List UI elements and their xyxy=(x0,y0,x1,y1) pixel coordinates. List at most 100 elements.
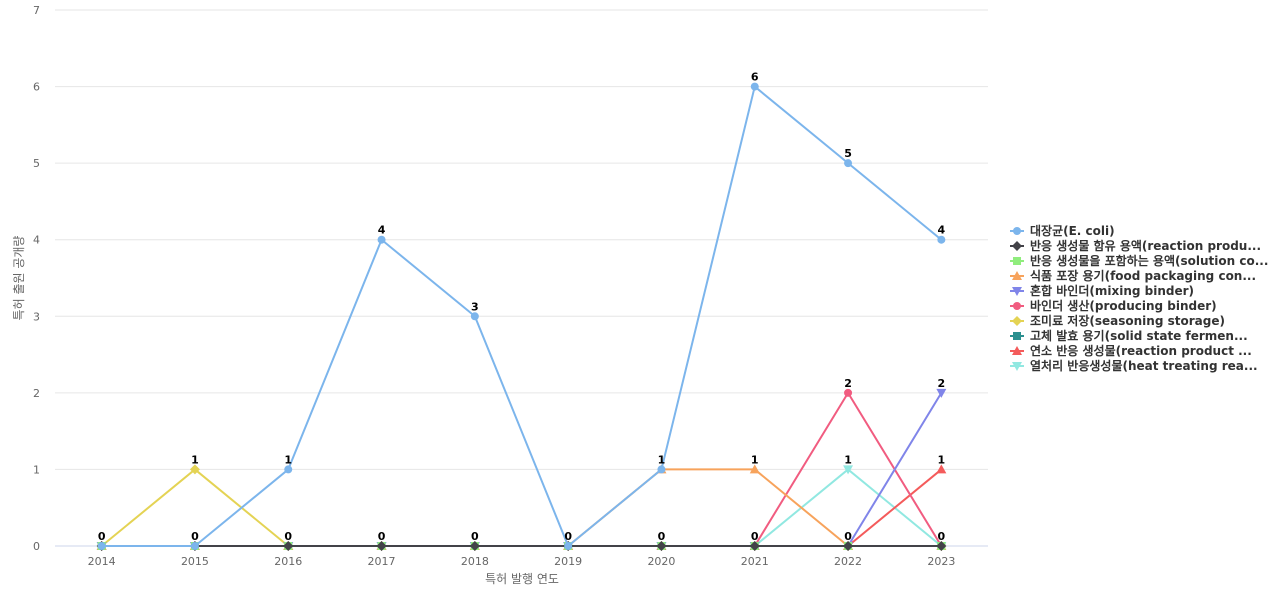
data-point xyxy=(844,159,853,168)
data-point xyxy=(470,312,479,321)
legend-label: 식품 포장 용기(food packaging con... xyxy=(1030,268,1256,283)
data-label: 1 xyxy=(844,453,852,466)
legend-item[interactable]: 대장균(E. coli) xyxy=(1010,224,1115,238)
legend-label: 대장균(E. coli) xyxy=(1030,224,1115,238)
legend-marker xyxy=(1012,362,1022,371)
x-tick-label: 2017 xyxy=(368,555,396,568)
data-label: 1 xyxy=(191,453,199,466)
data-label: 0 xyxy=(658,530,666,543)
legend-label: 연소 반응 생성물(reaction product ... xyxy=(1030,343,1252,358)
x-tick-label: 2023 xyxy=(927,555,955,568)
data-label: 6 xyxy=(751,71,759,84)
legend-item[interactable]: 연소 반응 생성물(reaction product ... xyxy=(1010,343,1252,358)
data-point xyxy=(936,388,947,398)
data-label: 3 xyxy=(471,300,479,313)
legend-label: 혼합 바인더(mixing binder) xyxy=(1030,283,1194,298)
legend-marker xyxy=(1013,302,1021,310)
series-line xyxy=(101,468,942,547)
series-4 xyxy=(96,388,947,551)
y-tick-label: 6 xyxy=(33,81,40,94)
data-point xyxy=(564,542,573,550)
data-point xyxy=(189,464,200,475)
x-tick-label: 2014 xyxy=(88,555,116,568)
legend-label: 반응 생성물 함유 용액(reaction produ... xyxy=(1030,238,1261,253)
data-label: 0 xyxy=(751,530,759,543)
y-tick-label: 1 xyxy=(33,463,40,476)
series-line xyxy=(101,468,942,547)
series-line xyxy=(101,468,942,547)
data-point xyxy=(656,541,667,551)
data-point xyxy=(936,541,947,551)
data-point xyxy=(843,541,854,551)
x-axis-title: 특허 발행 연도 xyxy=(485,571,559,586)
data-label: 0 xyxy=(284,530,292,543)
legend-label: 고체 발효 용기(solid state fermen... xyxy=(1030,328,1248,343)
data-point xyxy=(97,542,106,550)
data-label: 4 xyxy=(938,224,946,237)
legend-item[interactable]: 반응 생성물을 포함하는 용액(solution co... xyxy=(1010,253,1268,268)
y-axis-title: 특허 출원 공개량 xyxy=(12,236,26,321)
series-3 xyxy=(96,464,947,550)
legend-marker xyxy=(1013,227,1021,235)
data-label: 0 xyxy=(191,530,199,543)
data-label: 0 xyxy=(378,530,386,543)
data-point xyxy=(936,464,947,474)
series-8 xyxy=(96,464,947,550)
legend-label: 조미료 저장(seasoning storage) xyxy=(1030,313,1225,328)
data-label: 0 xyxy=(98,530,106,543)
legend-item[interactable]: 열처리 반응생성물(heat treating rea... xyxy=(1010,358,1258,373)
legend-item[interactable]: 혼합 바인더(mixing binder) xyxy=(1010,283,1194,298)
legend-label: 바인더 생산(producing binder) xyxy=(1030,298,1217,313)
data-point xyxy=(657,465,666,474)
y-tick-label: 3 xyxy=(33,310,40,323)
legend-marker xyxy=(1012,316,1022,326)
y-tick-label: 5 xyxy=(33,157,40,170)
series-9 xyxy=(96,465,947,551)
legend-item[interactable]: 반응 생성물 함유 용액(reaction produ... xyxy=(1010,238,1261,253)
legend-marker xyxy=(1013,257,1021,265)
series-line xyxy=(101,468,942,547)
data-point xyxy=(377,235,386,244)
y-tick-label: 0 xyxy=(33,540,40,553)
data-point xyxy=(749,464,760,474)
legend-label: 반응 생성물을 포함하는 용액(solution co... xyxy=(1030,253,1268,268)
data-label: 0 xyxy=(564,530,572,543)
data-point xyxy=(843,465,854,475)
data-point xyxy=(750,82,759,91)
y-axis-ticks: 0 1 2 3 4 5 6 7 xyxy=(33,4,40,553)
data-point xyxy=(749,541,760,551)
legend-item[interactable]: 바인더 생산(producing binder) xyxy=(1010,298,1217,313)
y-tick-label: 4 xyxy=(33,234,40,247)
legend-item[interactable]: 조미료 저장(seasoning storage) xyxy=(1010,313,1225,328)
data-label: 0 xyxy=(471,530,479,543)
series-group xyxy=(96,82,947,551)
legend-label: 열처리 반응생성물(heat treating rea... xyxy=(1030,358,1258,373)
data-point xyxy=(284,465,293,474)
x-tick-label: 2015 xyxy=(181,555,209,568)
series-line xyxy=(101,85,942,547)
grid-lines xyxy=(55,9,988,547)
data-label: 1 xyxy=(658,453,666,466)
data-label: 1 xyxy=(751,453,759,466)
data-labels: 0 1 0 1 0 4 0 3 0 0 1 0 6 1 0 5 2 1 0 4 2 1 0 xyxy=(98,71,946,543)
legend-item[interactable]: 식품 포장 용기(food packaging con... xyxy=(1010,268,1256,283)
data-label: 2 xyxy=(938,377,946,390)
data-label: 0 xyxy=(938,530,946,543)
series-0 xyxy=(97,82,946,550)
x-tick-label: 2021 xyxy=(741,555,769,568)
x-axis-ticks: 2014 2015 2016 2017 2018 2019 2020 2021 2022 2023 xyxy=(88,555,956,568)
legend-marker xyxy=(1012,287,1022,296)
y-tick-label: 7 xyxy=(33,4,40,17)
data-label: 4 xyxy=(378,224,386,237)
legend[interactable]: 대장균(E. coli)반응 생성물 함유 용액(reaction produ.… xyxy=(1010,224,1268,373)
y-tick-label: 2 xyxy=(33,387,40,400)
x-tick-label: 2019 xyxy=(554,555,582,568)
x-tick-label: 2018 xyxy=(461,555,489,568)
legend-item[interactable]: 고체 발효 용기(solid state fermen... xyxy=(1010,328,1248,343)
data-point xyxy=(283,541,294,551)
data-label: 1 xyxy=(938,453,946,466)
legend-marker xyxy=(1012,241,1022,251)
data-point xyxy=(844,388,853,397)
data-point xyxy=(190,542,199,550)
series-6 xyxy=(96,464,947,551)
